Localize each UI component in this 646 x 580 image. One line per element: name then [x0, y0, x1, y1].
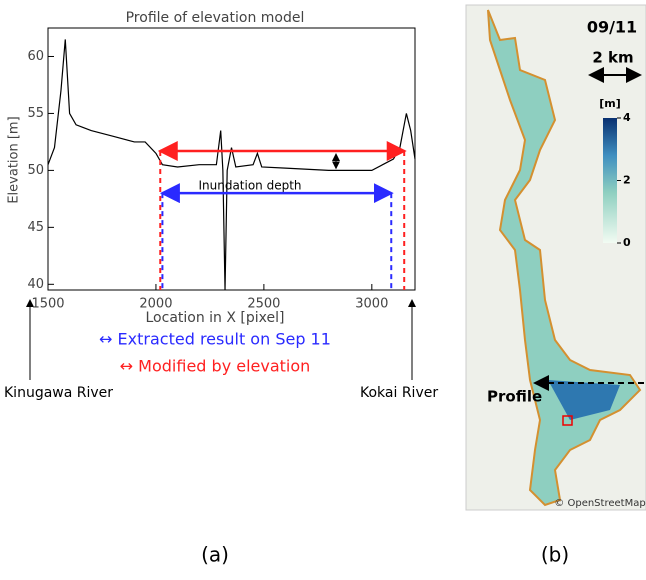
- x-tick-label: 2500: [247, 297, 280, 312]
- panel-label: (b): [541, 543, 569, 567]
- legend-entry: ↔ Modified by elevation: [120, 357, 311, 376]
- x-tick-label: 1500: [31, 297, 64, 312]
- x-axis-label: Location in X [pixel]: [146, 310, 285, 326]
- y-tick-label: 55: [27, 106, 44, 121]
- y-tick-label: 45: [27, 220, 44, 235]
- y-tick-label: 60: [27, 49, 44, 64]
- profile-label: Profile: [487, 388, 542, 406]
- y-axis-label: Elevation [m]: [7, 116, 22, 203]
- colorbar: [603, 118, 617, 243]
- colorbar-tick-label: 0: [623, 236, 631, 249]
- colorbar-unit: [m]: [599, 97, 621, 110]
- figure: Profile of elevation model Location in X…: [0, 0, 646, 576]
- left-label: Kinugawa River: [4, 385, 113, 401]
- colorbar-tick-label: 4: [623, 111, 631, 124]
- y-tick-label: 50: [27, 163, 44, 178]
- panel-label: (a): [201, 543, 229, 567]
- y-tick-label: 40: [27, 277, 44, 292]
- x-tick-label: 2000: [139, 297, 172, 312]
- annotation: Inundation depth: [198, 179, 301, 193]
- legend-entry: ↔ Extracted result on Sep 11: [99, 330, 331, 349]
- map-credit: © OpenStreetMap: [554, 498, 645, 509]
- map: 09/11 2 km [m] Profile © OpenStreetMap: [466, 5, 646, 510]
- plot-frame: [48, 28, 415, 290]
- map-date: 09/11: [587, 18, 637, 37]
- colorbar-tick-label: 2: [623, 174, 631, 187]
- x-tick-label: 3000: [355, 297, 388, 312]
- map-scale: 2 km: [592, 49, 633, 67]
- right-label: Kokai River: [360, 385, 438, 401]
- chart-title: Profile of elevation model: [126, 10, 305, 26]
- elevation-line: [48, 39, 415, 290]
